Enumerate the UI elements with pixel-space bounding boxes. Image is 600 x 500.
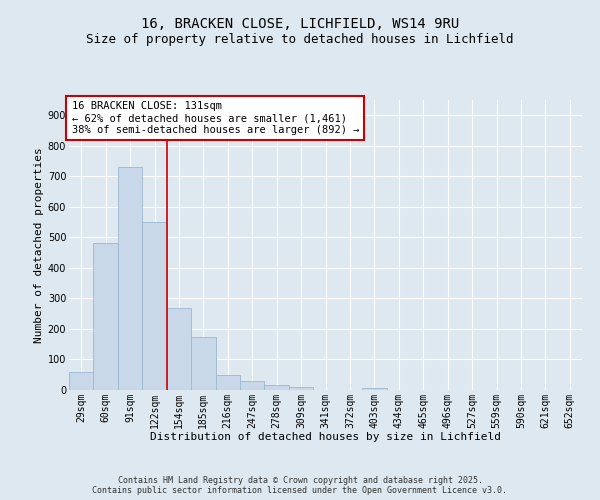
Text: Size of property relative to detached houses in Lichfield: Size of property relative to detached ho… bbox=[86, 32, 514, 46]
Text: 16 BRACKEN CLOSE: 131sqm
← 62% of detached houses are smaller (1,461)
38% of sem: 16 BRACKEN CLOSE: 131sqm ← 62% of detach… bbox=[71, 102, 359, 134]
Bar bbox=[191, 336, 215, 390]
Bar bbox=[142, 222, 167, 390]
Text: Contains HM Land Registry data © Crown copyright and database right 2025.
Contai: Contains HM Land Registry data © Crown c… bbox=[92, 476, 508, 495]
Bar bbox=[362, 388, 386, 390]
X-axis label: Distribution of detached houses by size in Lichfield: Distribution of detached houses by size … bbox=[150, 432, 501, 442]
Bar bbox=[69, 372, 94, 390]
Bar bbox=[289, 387, 313, 390]
Y-axis label: Number of detached properties: Number of detached properties bbox=[34, 147, 44, 343]
Bar bbox=[118, 167, 142, 390]
Text: 16, BRACKEN CLOSE, LICHFIELD, WS14 9RU: 16, BRACKEN CLOSE, LICHFIELD, WS14 9RU bbox=[141, 18, 459, 32]
Bar bbox=[94, 244, 118, 390]
Bar bbox=[215, 374, 240, 390]
Bar bbox=[265, 386, 289, 390]
Bar bbox=[167, 308, 191, 390]
Bar bbox=[240, 381, 265, 390]
